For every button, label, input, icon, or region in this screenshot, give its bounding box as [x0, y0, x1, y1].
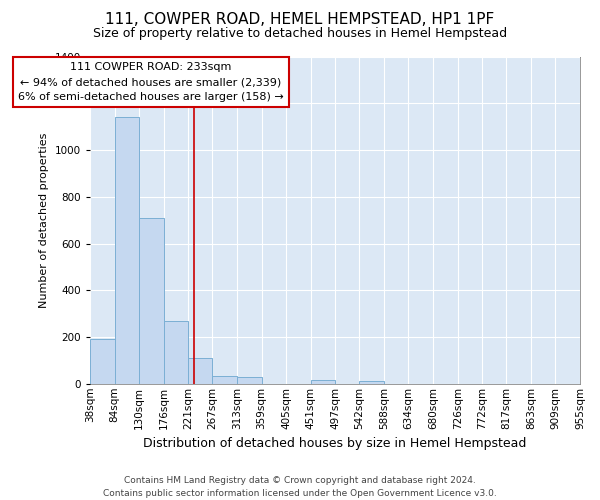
Text: Contains HM Land Registry data © Crown copyright and database right 2024.
Contai: Contains HM Land Registry data © Crown c… [103, 476, 497, 498]
Text: 111, COWPER ROAD, HEMEL HEMPSTEAD, HP1 1PF: 111, COWPER ROAD, HEMEL HEMPSTEAD, HP1 1… [106, 12, 494, 28]
X-axis label: Distribution of detached houses by size in Hemel Hempstead: Distribution of detached houses by size … [143, 437, 527, 450]
Bar [115, 118, 139, 384]
Bar [311, 380, 335, 384]
Bar [212, 376, 237, 384]
Bar [139, 218, 164, 384]
Bar [237, 377, 262, 384]
Bar [188, 358, 212, 384]
Y-axis label: Number of detached properties: Number of detached properties [39, 132, 49, 308]
Bar [359, 382, 384, 384]
Bar [164, 320, 188, 384]
Text: Size of property relative to detached houses in Hemel Hempstead: Size of property relative to detached ho… [93, 28, 507, 40]
Bar [90, 340, 115, 384]
Text: 111 COWPER ROAD: 233sqm
← 94% of detached houses are smaller (2,339)
6% of semi-: 111 COWPER ROAD: 233sqm ← 94% of detache… [18, 62, 284, 102]
